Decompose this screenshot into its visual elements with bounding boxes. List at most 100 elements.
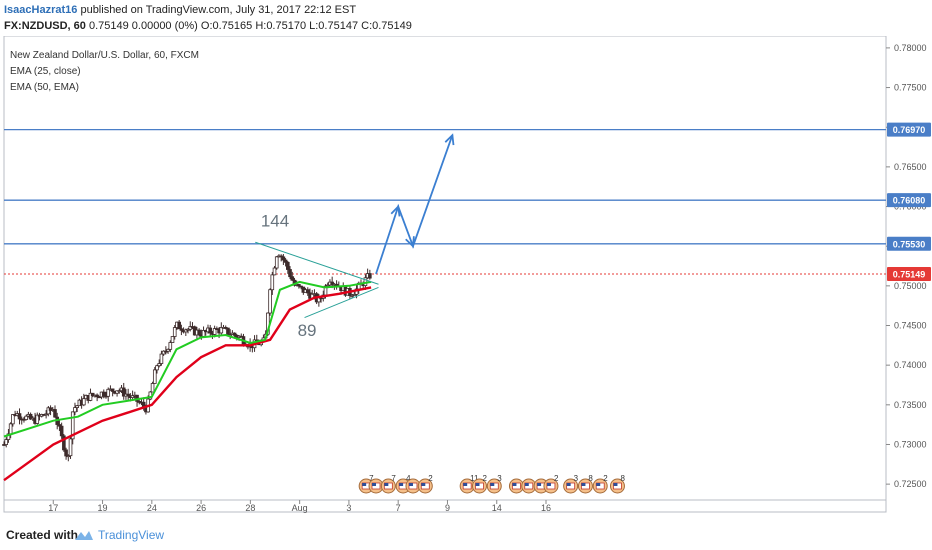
annotation-label: 144 [261,211,289,230]
event-count: 2 [428,474,433,483]
time-tick-label: 9 [445,503,450,513]
price-badge [887,236,931,251]
candle-body [305,289,310,294]
candle-body [117,390,122,393]
candle-body [53,409,57,418]
candle-body [121,387,126,397]
created-with-label: Created with [6,528,79,542]
event-flag-canton [490,483,495,486]
ohlc-values: 0.75149 0.00000 (0%) O:0.75165 H:0.75170… [88,20,412,32]
author-link[interactable]: IsaacHazrat16 [4,4,78,16]
event-flag-canton [566,483,571,486]
candle-body [186,328,190,331]
price-chart[interactable]: 0.780000.775000.770000.765000.760000.755… [0,36,932,522]
event-flag-canton [512,483,517,486]
event-flag-canton [546,483,551,486]
candle-body [286,261,290,270]
price-tick-label: 0.76500 [894,162,927,172]
projection-arrowhead [390,204,401,217]
price-badge [887,267,931,282]
price-badge-label: 0.75149 [893,270,926,280]
candle-body [90,392,95,397]
candle-body [270,274,275,291]
price-tick-label: 0.74000 [894,360,927,370]
event-flag-icon[interactable]: 7 [380,474,396,494]
candle-body [161,350,166,355]
candle-body [6,433,11,440]
ema-25-line [3,280,372,438]
price-tick-label: 0.74500 [894,321,927,331]
candle-body [299,285,303,288]
candle-body [75,405,79,408]
time-tick-label: 28 [245,503,255,513]
event-flag-canton [596,483,601,486]
economic-events[interactable]: 7 7 4 2 11 2 3 2 3 8 2 8 [358,474,625,494]
time-tick-label: 17 [48,503,58,513]
event-flag-canton [537,483,542,486]
event-flag-canton [524,483,529,486]
candle-body [150,383,155,393]
event-count: 7 [391,474,396,483]
candle-body [184,329,188,333]
candle-body [197,329,201,336]
publish-info: published on TradingView.com, July 31, 2… [80,4,357,16]
candle-body [35,414,40,424]
candle-body [24,415,28,420]
time-tick-label: 7 [396,503,401,513]
candle-body [226,327,230,335]
event-flag-icon[interactable]: 11 [459,474,479,494]
projection-arrowhead [405,236,415,249]
price-tick-label: 0.73000 [894,439,927,449]
triangle-upper-line [255,241,379,285]
triangle-pattern [255,241,379,319]
candle-body [62,435,66,451]
event-count: 2 [554,474,559,483]
event-flag-icon[interactable]: 8 [577,474,593,494]
event-flag-icon[interactable]: 2 [471,474,487,494]
event-count: 2 [482,474,487,483]
candle-body [66,455,71,458]
price-badge [887,122,931,137]
candle-body [110,388,115,392]
candle-body [281,256,286,261]
time-tick-label: Aug [292,503,308,513]
candle-body [272,267,277,276]
time-tick-label: 24 [147,503,157,513]
tradingview-brand[interactable]: TradingView [98,528,165,542]
time-tick-label: 26 [196,503,206,513]
event-flag-icon[interactable]: 2 [592,474,608,494]
candle-body [179,328,184,331]
event-flag-icon[interactable]: 2 [543,474,559,494]
event-flag-icon[interactable] [521,478,537,494]
event-flag-canton [475,483,480,486]
candle-body [64,449,68,457]
candle-body [325,284,330,287]
price-axis: 0.780000.775000.770000.765000.760000.755… [886,43,927,489]
price-tick-label: 0.78000 [894,43,927,53]
event-count: 3 [497,474,502,483]
event-flag-icon[interactable]: 2 [417,474,433,494]
time-tick-label: 14 [492,503,502,513]
event-flag-icon[interactable]: 3 [563,474,579,494]
candles [2,253,372,462]
annotations: 144 89 [261,211,317,339]
event-flag-canton [372,483,377,486]
event-flag-icon[interactable] [405,478,421,494]
event-flag-icon[interactable]: 3 [486,474,502,494]
price-badge-label: 0.75530 [893,239,926,249]
candle-body [232,332,237,336]
event-flag-canton [362,483,367,486]
candle-body [8,423,13,435]
event-flag-icon[interactable]: 8 [609,474,625,494]
candle-body [288,269,292,278]
candle-body [73,407,77,413]
candle-body [283,259,288,263]
time-tick-label: 19 [98,503,108,513]
event-count: 11 [470,474,479,483]
candle-body [297,284,301,287]
candle-body [350,294,354,297]
event-count: 3 [574,474,579,483]
event-flag-icon[interactable] [368,478,384,494]
quote-line: FX:NZDUSD, 60 0.75149 0.00000 (0%) O:0.7… [4,20,412,32]
legend-title: New Zealand Dollar/U.S. Dollar, 60, FXCM [10,50,199,61]
